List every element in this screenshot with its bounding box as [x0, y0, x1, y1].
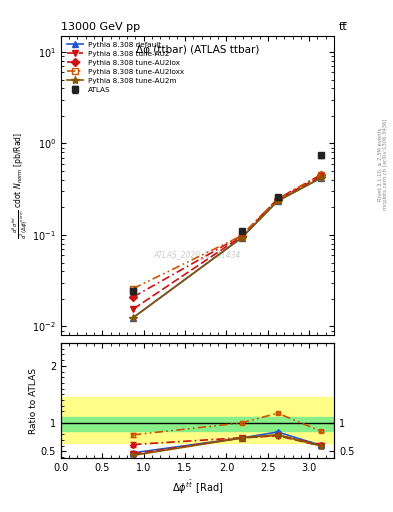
Pythia 8.308 tune-AU2loxx — [319, 172, 323, 178]
Pythia 8.308 tune-AU2lox — [275, 196, 280, 202]
Pythia 8.308 default — [131, 314, 136, 321]
Pythia 8.308 tune-AU2loxx — [239, 233, 244, 239]
Pythia 8.308 tune-AU2m — [131, 314, 136, 321]
X-axis label: $\Delta\phi^{t\bar{t}\,}$ [Rad]: $\Delta\phi^{t\bar{t}\,}$ [Rad] — [172, 479, 223, 496]
Text: 13000 GeV pp: 13000 GeV pp — [61, 22, 140, 32]
Pythia 8.308 tune-AU2lox — [131, 294, 136, 300]
Pythia 8.308 tune-AU2 — [275, 196, 280, 202]
Text: Rivet 3.1.10, ≥ 2.3M events: Rivet 3.1.10, ≥ 2.3M events — [378, 127, 383, 201]
Line: Pythia 8.308 tune-AU2loxx: Pythia 8.308 tune-AU2loxx — [130, 172, 324, 291]
Pythia 8.308 tune-AU2 — [319, 174, 323, 180]
Pythia 8.308 tune-AU2loxx — [131, 286, 136, 292]
Y-axis label: $\frac{d^2\sigma^{fid}}{d^2(\Delta\phi)^{norm}}$ cdot $N_{norm}$ [pb/Rad]: $\frac{d^2\sigma^{fid}}{d^2(\Delta\phi)^… — [11, 132, 29, 239]
Text: tt̅: tt̅ — [339, 22, 347, 32]
Line: Pythia 8.308 tune-AU2lox: Pythia 8.308 tune-AU2lox — [130, 172, 324, 300]
Pythia 8.308 tune-AU2 — [239, 233, 244, 240]
Pythia 8.308 default — [275, 198, 280, 204]
Pythia 8.308 tune-AU2m — [319, 175, 323, 181]
Pythia 8.308 tune-AU2lox — [319, 172, 323, 178]
Legend: Pythia 8.308 default, Pythia 8.308 tune-AU2, Pythia 8.308 tune-AU2lox, Pythia 8.: Pythia 8.308 default, Pythia 8.308 tune-… — [64, 39, 187, 96]
Y-axis label: Ratio to ATLAS: Ratio to ATLAS — [29, 368, 38, 434]
Pythia 8.308 tune-AU2 — [131, 306, 136, 312]
Pythia 8.308 default — [319, 175, 323, 181]
Pythia 8.308 tune-AU2loxx — [275, 196, 280, 202]
Line: Pythia 8.308 tune-AU2m: Pythia 8.308 tune-AU2m — [129, 174, 325, 322]
Pythia 8.308 default — [239, 235, 244, 241]
Pythia 8.308 tune-AU2lox — [239, 233, 244, 239]
Text: ATLAS_2020_I1801434: ATLAS_2020_I1801434 — [154, 250, 241, 259]
Pythia 8.308 tune-AU2m — [239, 235, 244, 241]
Line: Pythia 8.308 tune-AU2: Pythia 8.308 tune-AU2 — [130, 173, 325, 312]
Text: mcplots.cern.ch [arXiv:1306.3436]: mcplots.cern.ch [arXiv:1306.3436] — [383, 118, 387, 209]
Pythia 8.308 tune-AU2m — [275, 198, 280, 204]
Text: Δφ (ttbar) (ATLAS ttbar): Δφ (ttbar) (ATLAS ttbar) — [136, 45, 259, 55]
Line: Pythia 8.308 default: Pythia 8.308 default — [130, 175, 325, 321]
